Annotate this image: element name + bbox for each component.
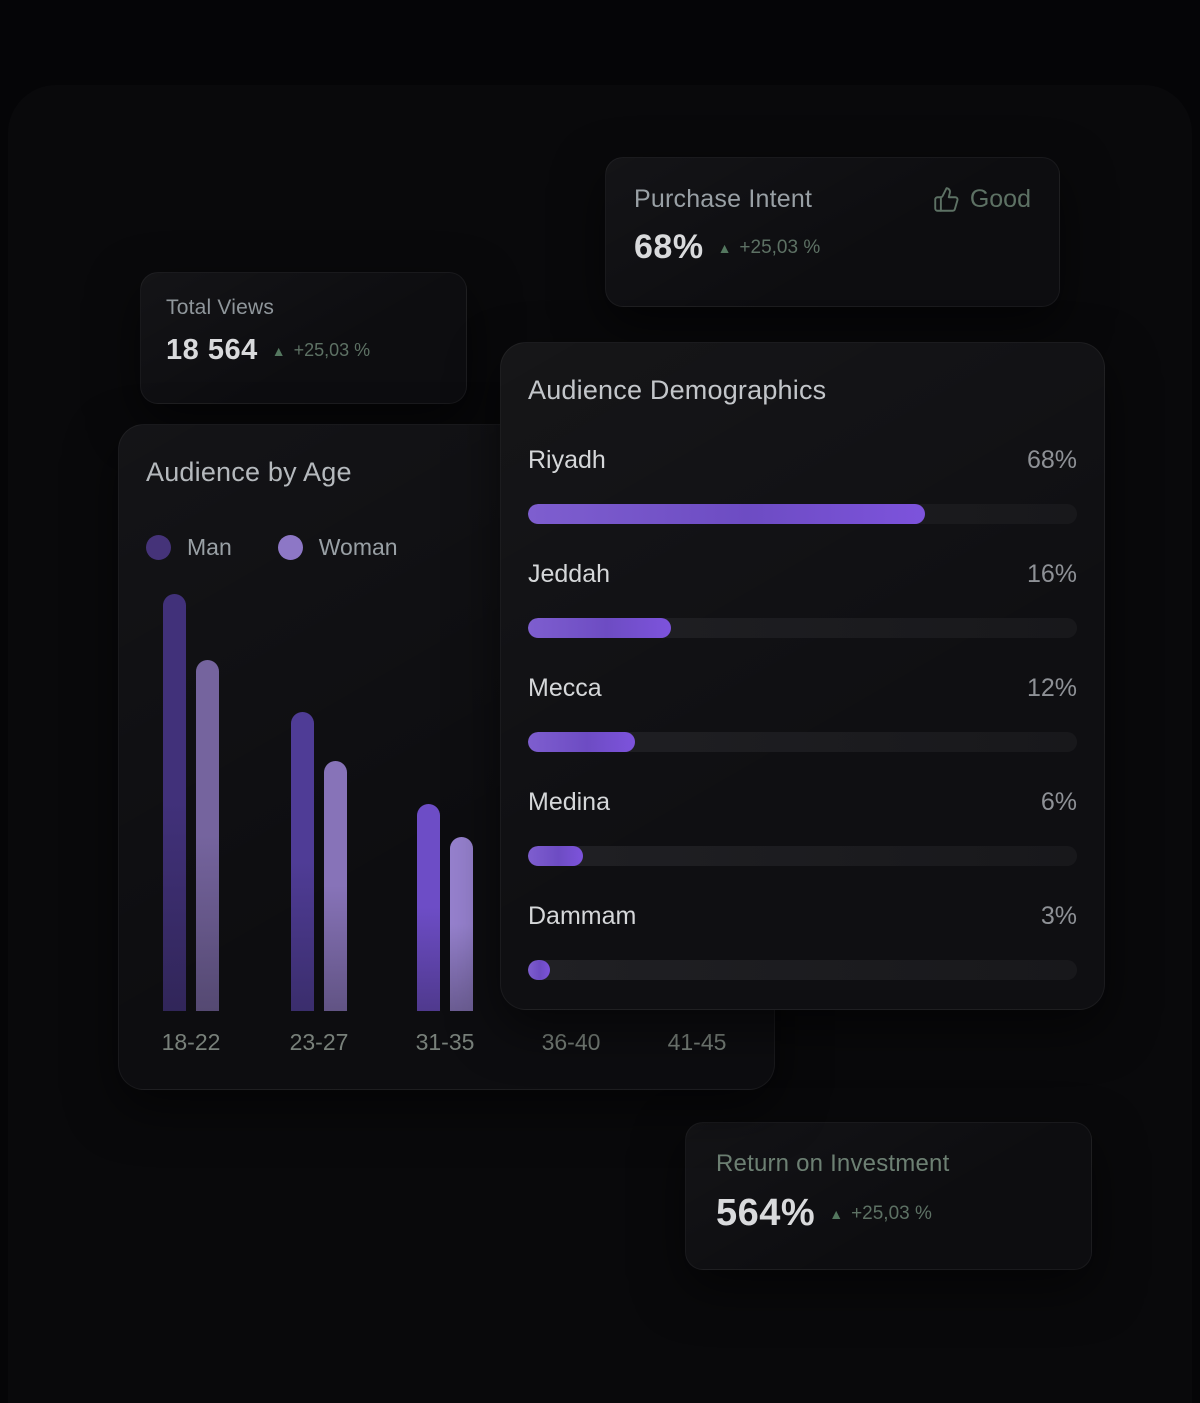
man-bar <box>291 712 314 1011</box>
progress-track <box>528 504 1077 524</box>
triangle-up-icon: ▲ <box>271 342 286 359</box>
woman-legend-label: Woman <box>318 534 398 560</box>
purchase-intent-header: Purchase Intent Good <box>634 185 1031 214</box>
roi-value: 564% <box>716 1192 816 1234</box>
city-percentage: 6% <box>1040 788 1077 816</box>
total-views-delta: +25,03 % <box>293 340 371 360</box>
demographics-row-labels: Mecca 12% <box>528 673 1077 703</box>
woman-legend-dot <box>277 535 303 560</box>
legend-item-man: Man <box>146 534 232 561</box>
total-views-title: Total Views <box>166 296 275 319</box>
city-label: Medina <box>528 788 610 816</box>
age-x-label: 36-40 <box>541 1029 601 1055</box>
triangle-up-icon: ▲ <box>717 239 732 256</box>
age-chart-legend: Man Woman <box>146 534 747 561</box>
demographics-row-labels: Riyadh 68% <box>528 445 1077 475</box>
man-legend-label: Man <box>187 534 232 560</box>
age-bar-group <box>163 594 219 1011</box>
demographics-row: Medina 6% <box>528 787 1077 866</box>
purchase-intent-delta: +25,03 % <box>739 236 821 258</box>
age-x-label: 31-35 <box>415 1029 475 1055</box>
sentiment-badge-label: Good <box>969 185 1031 213</box>
age-x-label: 18-22 <box>161 1029 221 1055</box>
age-chart-plot: 18-22 23-27 31-35 36-40 41-45 <box>119 425 774 1089</box>
total-views-value-row: 18 564 ▲ +25,03 % <box>166 334 441 367</box>
woman-bar <box>196 660 219 1011</box>
total-views-card: Total Views 18 564 ▲ +25,03 % <box>140 272 467 404</box>
age-x-label: 23-27 <box>289 1029 349 1055</box>
progress-fill <box>528 960 550 980</box>
man-legend-dot <box>146 535 171 560</box>
purchase-intent-value-row: 68% ▲ +25,03 % <box>634 228 1031 267</box>
demographics-row: Mecca 12% <box>528 673 1077 752</box>
city-percentage: 68% <box>1026 446 1077 474</box>
man-bar <box>417 804 440 1011</box>
woman-bar <box>450 837 473 1011</box>
city-label: Jeddah <box>528 560 611 588</box>
city-label: Dammam <box>528 902 637 930</box>
roi-card: Return on Investment 564% ▲ +25,03 % <box>685 1122 1092 1270</box>
city-label: Riyadh <box>528 446 606 474</box>
city-percentage: 3% <box>1040 902 1077 930</box>
audience-demographics-title: Audience Demographics <box>528 375 827 405</box>
woman-bar <box>324 761 347 1011</box>
total-views-value: 18 564 <box>166 334 258 366</box>
roi-title: Return on Investment <box>716 1150 950 1177</box>
demographics-row: Jeddah 16% <box>528 559 1077 638</box>
city-percentage: 12% <box>1026 674 1077 702</box>
age-bar-group <box>417 804 473 1011</box>
progress-fill <box>528 732 635 752</box>
purchase-intent-card: Purchase Intent Good 68% ▲ +25,03 % <box>605 157 1060 307</box>
age-bar-group <box>291 712 347 1011</box>
age-x-label: 41-45 <box>667 1029 727 1055</box>
roi-delta: +25,03 % <box>851 1202 932 1224</box>
city-label: Mecca <box>528 674 602 702</box>
demographics-row-labels: Medina 6% <box>528 787 1077 817</box>
demographics-row: Dammam 3% <box>528 901 1077 980</box>
demographics-row-labels: Jeddah 16% <box>528 559 1077 589</box>
man-bar <box>163 594 186 1011</box>
progress-fill <box>528 618 672 638</box>
sentiment-badge: Good <box>933 185 1031 214</box>
city-percentage: 16% <box>1026 560 1077 588</box>
demographics-row-labels: Dammam 3% <box>528 901 1077 931</box>
purchase-intent-value: 68% <box>634 228 704 266</box>
progress-fill <box>528 846 583 866</box>
progress-track <box>528 732 1077 752</box>
roi-value-row: 564% ▲ +25,03 % <box>716 1192 1061 1235</box>
legend-item-woman: Woman <box>277 534 398 561</box>
triangle-up-icon: ▲ <box>829 1205 844 1222</box>
progress-track <box>528 846 1077 866</box>
progress-track <box>528 618 1077 638</box>
demographics-rows: Riyadh 68% Jeddah 16% Mecca 12% Medina 6… <box>528 445 1077 980</box>
demographics-row: Riyadh 68% <box>528 445 1077 524</box>
progress-fill <box>528 504 925 524</box>
progress-track <box>528 960 1077 980</box>
audience-demographics-card: Audience Demographics Riyadh 68% Jeddah … <box>500 342 1105 1010</box>
thumbs-up-icon <box>933 186 960 213</box>
purchase-intent-title: Purchase Intent <box>634 185 813 213</box>
audience-by-age-title: Audience by Age <box>146 457 352 487</box>
